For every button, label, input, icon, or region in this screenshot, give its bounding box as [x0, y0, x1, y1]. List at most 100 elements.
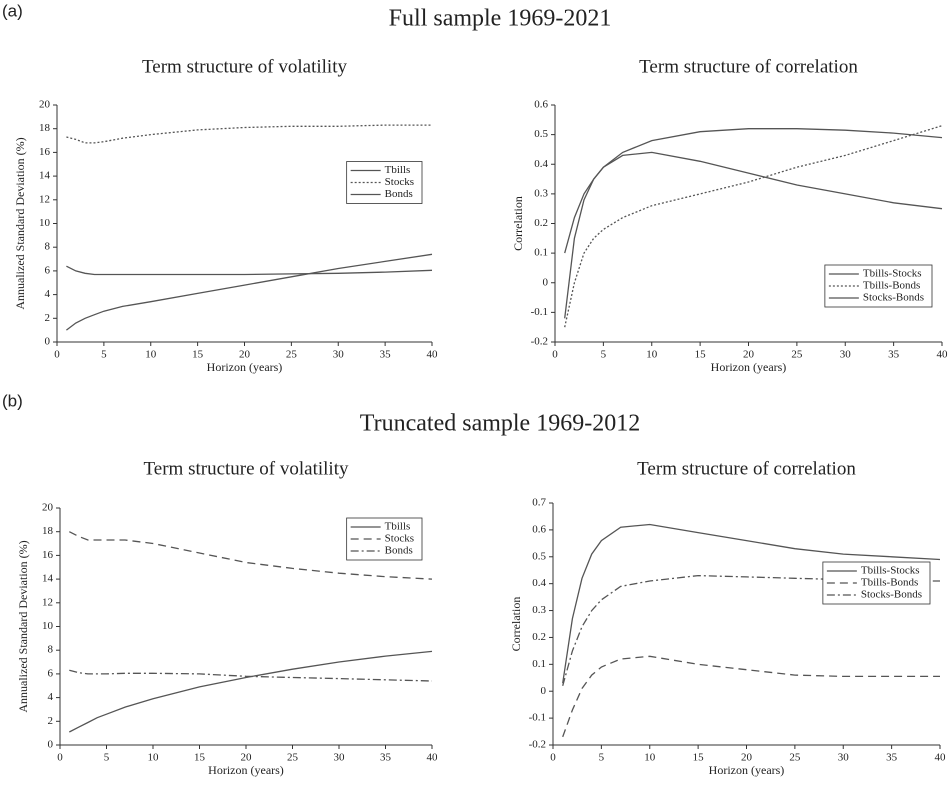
x-tick-label: 10 [148, 752, 160, 764]
y-tick-label: 0.4 [534, 158, 548, 170]
x-tick-label: 10 [646, 349, 658, 361]
legend-label: Tbills [385, 164, 411, 176]
chart-title: Term structure of volatility [144, 458, 349, 479]
y-tick-label: 0.2 [532, 631, 546, 643]
legend-label: Stocks [385, 176, 414, 188]
series-line [66, 265, 433, 276]
x-tick-label: 5 [599, 752, 605, 764]
x-tick-label: 0 [550, 752, 556, 764]
legend-label: Stocks [385, 533, 414, 545]
series-line [69, 669, 433, 682]
y-tick-label: 2 [45, 312, 51, 324]
y-tick-label: 0.1 [532, 658, 546, 670]
legend-label: Tbills-Bonds [861, 577, 918, 589]
x-tick-label: 30 [333, 349, 345, 361]
x-tick-label: 35 [380, 752, 392, 764]
y-tick-label: 6 [48, 667, 54, 679]
legend-box [346, 517, 423, 561]
y-tick-label: 0 [45, 336, 51, 348]
y-tick-label: 0.1 [534, 247, 548, 259]
x-tick-label: 25 [791, 349, 803, 361]
y-tick-label: 0.5 [534, 128, 548, 140]
y-tick-label: 0.2 [534, 217, 548, 229]
y-tick-label: 0.4 [532, 577, 546, 589]
x-tick-label: 30 [334, 752, 346, 764]
x-tick-label: 20 [741, 752, 753, 764]
panel-label: (a) [2, 1, 23, 20]
x-tick-label: 20 [239, 349, 251, 361]
y-tick-label: 0.6 [534, 99, 548, 111]
y-tick-label: 0.5 [532, 550, 546, 562]
legend-label: Tbills-Stocks [861, 565, 920, 577]
x-tick-label: 5 [104, 752, 110, 764]
series-line [562, 523, 941, 684]
y-tick-label: -0.1 [529, 712, 546, 724]
panel-label: (b) [2, 391, 23, 410]
legend-label: Stocks-Bonds [861, 589, 922, 601]
y-tick-label: 18 [42, 525, 54, 537]
x-axis-label: Horizon (years) [208, 763, 284, 777]
x-tick-label: 35 [380, 349, 392, 361]
y-tick-label: 10 [42, 620, 54, 632]
series-line [564, 128, 943, 254]
x-axis-label: Horizon (years) [711, 360, 787, 374]
y-tick-label: 4 [48, 691, 54, 703]
y-tick-label: 12 [39, 193, 50, 205]
x-tick-label: 10 [644, 752, 656, 764]
x-tick-label: 30 [838, 752, 850, 764]
y-tick-label: 20 [42, 502, 54, 514]
y-tick-label: 0 [48, 739, 54, 751]
x-tick-label: 5 [101, 349, 107, 361]
x-tick-label: 0 [57, 752, 63, 764]
legend-label: Bonds [385, 545, 413, 557]
x-tick-label: 25 [789, 752, 801, 764]
x-tick-label: 20 [743, 349, 755, 361]
x-axis-label: Horizon (years) [207, 360, 283, 374]
chart-title: Term structure of volatility [142, 56, 347, 77]
y-tick-label: 0.3 [532, 604, 546, 616]
y-tick-label: 16 [39, 146, 51, 158]
legend-label: Bonds [385, 188, 413, 200]
legend-label: Stocks-Bonds [863, 292, 924, 304]
x-tick-label: 35 [886, 752, 898, 764]
series-line [564, 151, 943, 319]
x-tick-label: 40 [935, 752, 947, 764]
x-tick-label: 20 [241, 752, 253, 764]
x-tick-label: 25 [286, 349, 298, 361]
x-tick-label: 15 [194, 752, 206, 764]
y-tick-label: 0 [541, 685, 547, 697]
x-tick-label: 15 [695, 349, 707, 361]
legend-label: Tbills-Stocks [863, 268, 922, 280]
series-line [66, 124, 432, 144]
series-line [69, 650, 433, 733]
y-tick-label: 8 [48, 644, 54, 656]
series-line [564, 125, 943, 328]
chart-title: Term structure of correlation [639, 56, 858, 77]
series-line [66, 253, 433, 331]
y-axis-label: Correlation [511, 196, 525, 251]
y-tick-label: 6 [45, 264, 51, 276]
legend-label: Tbills-Bonds [863, 280, 920, 292]
y-axis-label: Annualized Standard Deviation (%) [16, 540, 30, 712]
y-tick-label: -0.1 [531, 306, 548, 318]
y-tick-label: 4 [45, 288, 51, 300]
y-tick-label: 14 [42, 573, 54, 585]
y-tick-label: 20 [39, 99, 51, 111]
x-tick-label: 40 [937, 349, 949, 361]
x-tick-label: 0 [54, 349, 60, 361]
x-tick-label: 40 [427, 752, 439, 764]
y-tick-label: 14 [39, 170, 51, 182]
y-axis-label: Correlation [509, 597, 523, 652]
x-tick-label: 40 [427, 349, 439, 361]
y-tick-label: 0.6 [532, 523, 546, 535]
chart-title: Term structure of correlation [637, 458, 856, 479]
x-tick-label: 15 [192, 349, 204, 361]
y-tick-label: 0 [543, 276, 549, 288]
y-tick-label: 10 [39, 217, 51, 229]
y-tick-label: -0.2 [529, 739, 546, 751]
legend-label: Tbills [385, 521, 411, 533]
